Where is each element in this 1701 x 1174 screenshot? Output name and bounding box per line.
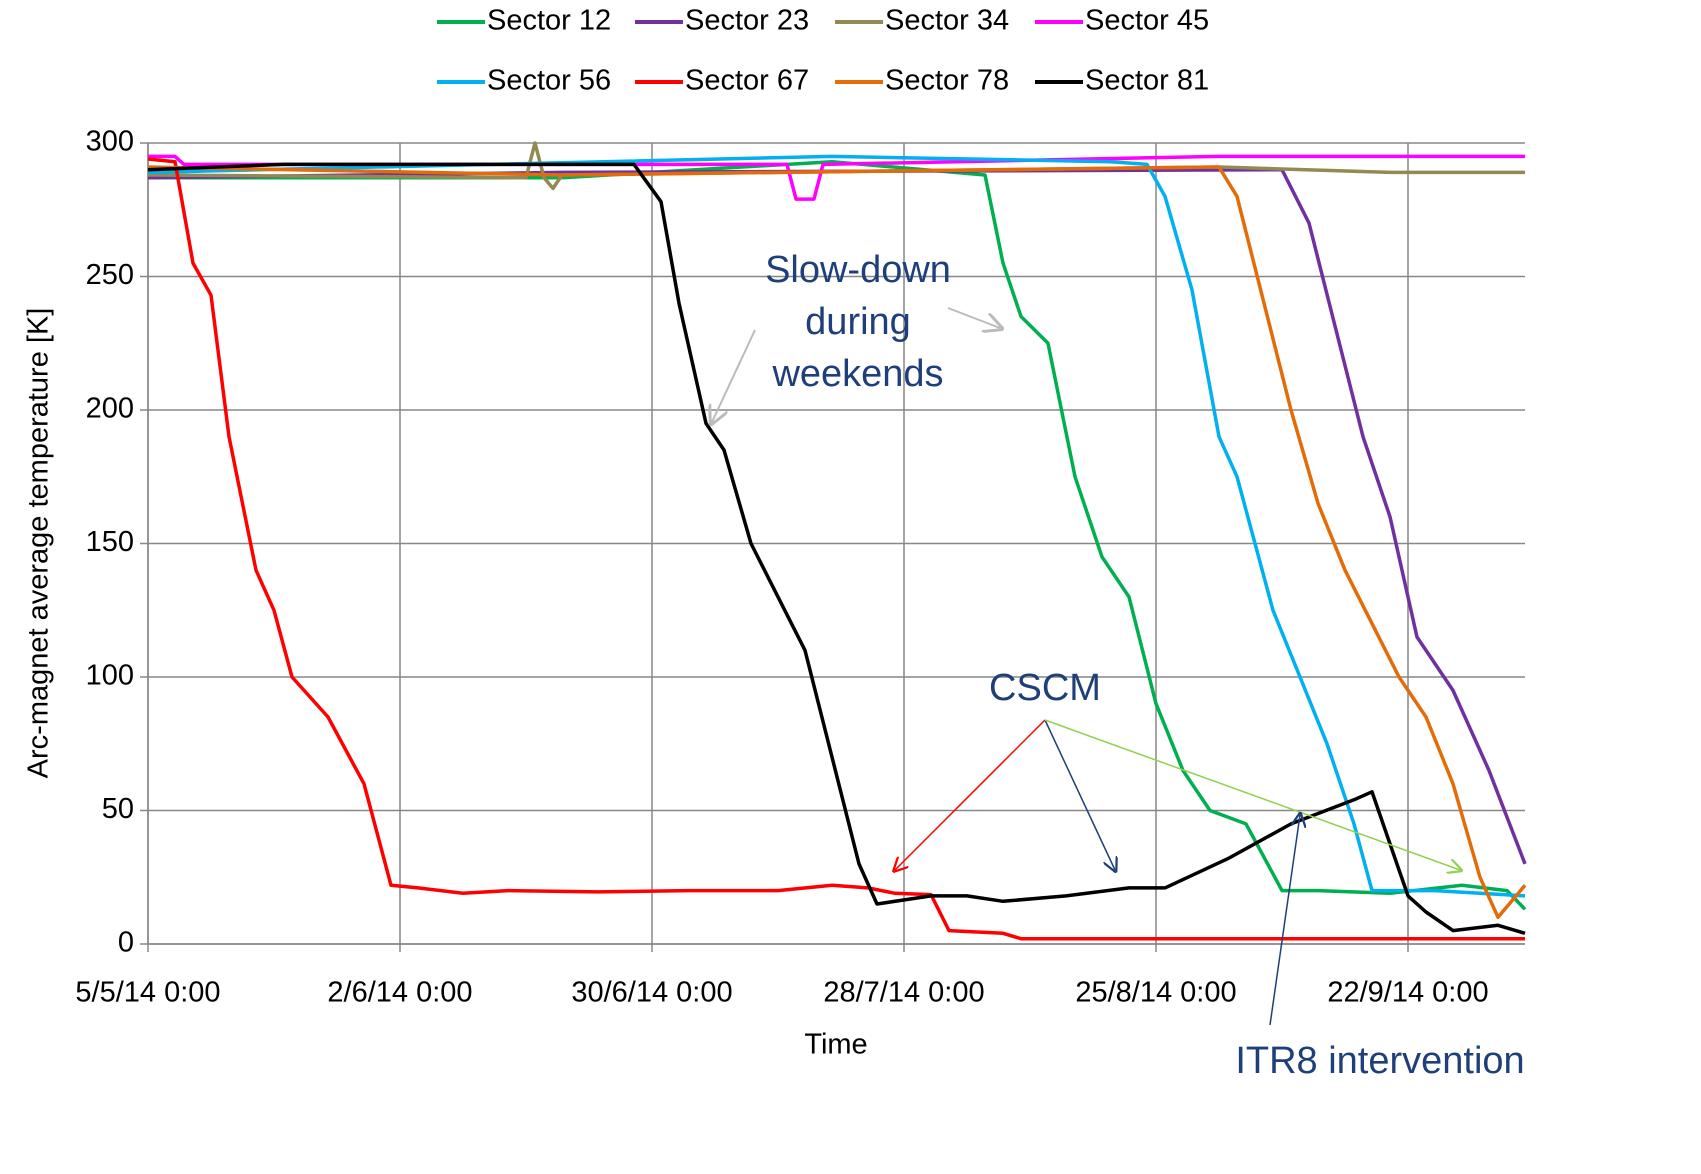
annotation: ITR8 intervention bbox=[1235, 1040, 1524, 1082]
y-tick-label: 300 bbox=[86, 126, 134, 158]
legend-label: Sector 56 bbox=[487, 65, 611, 97]
x-tick-label: 5/5/14 0:00 bbox=[75, 977, 220, 1009]
legend-label: Sector 45 bbox=[1085, 5, 1209, 37]
annotation-arrows bbox=[712, 307, 1460, 1026]
series-line bbox=[148, 159, 1527, 911]
y-tick-label: 250 bbox=[86, 259, 134, 291]
arrow bbox=[712, 329, 756, 422]
x-tick-label: 30/6/14 0:00 bbox=[571, 977, 732, 1009]
series-line bbox=[147, 162, 1526, 935]
annotation: during bbox=[805, 301, 911, 343]
annotation: CSCM bbox=[989, 667, 1101, 709]
y-tick-label: 200 bbox=[86, 393, 134, 425]
x-axis-label: Time bbox=[804, 1029, 867, 1061]
y-tick-label: 0 bbox=[118, 927, 134, 959]
annotation: weekends bbox=[771, 353, 943, 395]
legend-label: Sector 81 bbox=[1085, 65, 1209, 97]
x-tick-label: 28/7/14 0:00 bbox=[823, 977, 984, 1009]
y-tick-label: 50 bbox=[102, 793, 134, 825]
legend: Sector 12 Sector 23 Sector 34 Sector 45 Sect… bbox=[437, 5, 1209, 97]
legend-label: Sector 78 bbox=[885, 65, 1009, 97]
annotation: Slow-down bbox=[765, 249, 951, 291]
plot-lines bbox=[147, 141, 1527, 941]
legend-label: Sector 23 bbox=[685, 5, 809, 37]
grid: 0 50 100 150 200 250 300 5/5/14 0:00 2/6/14 0:00… bbox=[75, 126, 1525, 1009]
y-axis-label: Arc-magnet average temperature [K] bbox=[23, 308, 55, 779]
arrow bbox=[1269, 815, 1300, 1026]
legend-label: Sector 34 bbox=[885, 5, 1009, 37]
series-line bbox=[148, 154, 1525, 201]
legend-label: Sector 67 bbox=[685, 65, 809, 97]
arrow bbox=[1044, 719, 1460, 870]
arrow bbox=[895, 719, 1046, 870]
series-line bbox=[147, 165, 1527, 920]
x-tick-label: 25/8/14 0:00 bbox=[1075, 977, 1236, 1009]
arrow bbox=[947, 307, 1000, 328]
series-line bbox=[147, 154, 1526, 898]
x-tick-label: 2/6/14 0:00 bbox=[327, 977, 472, 1009]
y-tick-label: 150 bbox=[86, 526, 134, 558]
y-tick-label: 100 bbox=[86, 660, 134, 692]
legend-label: Sector 12 bbox=[487, 5, 611, 37]
x-tick-label: 22/9/14 0:00 bbox=[1327, 977, 1488, 1009]
arrow bbox=[1044, 719, 1115, 870]
